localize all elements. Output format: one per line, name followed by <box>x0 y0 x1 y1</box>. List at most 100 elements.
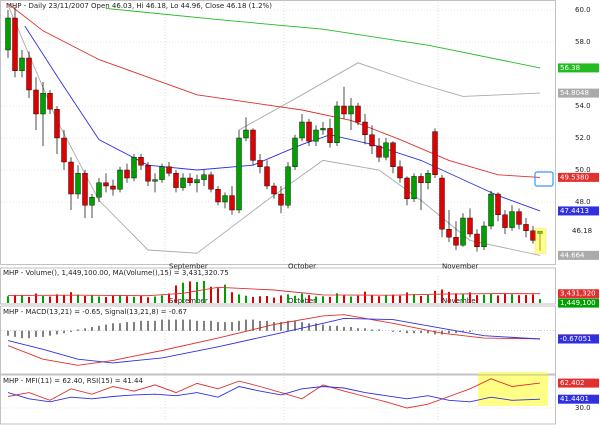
candle-body <box>230 196 235 210</box>
histogram-bar <box>85 328 86 330</box>
end-label: 3,431,320 <box>560 290 596 298</box>
volume-bar <box>497 295 499 303</box>
candle-body <box>398 167 403 178</box>
candle-body <box>384 143 389 157</box>
volume-bar <box>385 295 387 303</box>
histogram-bar <box>400 331 401 332</box>
candle-body <box>83 173 88 205</box>
histogram-bar <box>274 322 275 331</box>
candle-body <box>426 173 431 183</box>
candle-body <box>300 122 305 138</box>
candle-body <box>496 194 501 215</box>
volume-bar <box>294 296 296 303</box>
histogram-bar <box>449 331 450 333</box>
volume-bar <box>119 295 121 303</box>
candle-body <box>48 93 53 109</box>
volume-bar <box>49 297 51 303</box>
volume-bar <box>7 296 9 303</box>
volume-bar <box>504 294 506 303</box>
candle-body <box>279 194 284 205</box>
x-tick-label: September <box>169 297 208 305</box>
volume-bar <box>84 296 86 303</box>
highlight-box <box>478 372 548 406</box>
x-tick-label: November <box>442 297 479 305</box>
candle-body <box>440 178 445 229</box>
volume-bar <box>434 291 436 303</box>
volume-bar <box>322 296 324 303</box>
candle-body <box>468 218 473 234</box>
histogram-bar <box>29 331 30 338</box>
histogram-bar <box>176 320 177 331</box>
candle-body <box>489 194 494 226</box>
candle-body <box>503 215 508 228</box>
y-tick-label: 54.0 <box>575 102 591 110</box>
volume-bar <box>217 288 219 303</box>
candle-body <box>55 109 60 138</box>
macd-panel <box>1 306 556 374</box>
candle-body <box>223 196 228 202</box>
candle-body <box>482 226 487 247</box>
x-tick-label: November <box>442 263 479 271</box>
end-label: 41.4401 <box>560 395 589 403</box>
candle-body <box>139 157 144 165</box>
histogram-bar <box>309 323 310 330</box>
volume-bar <box>259 296 261 303</box>
y-tick-label: 58.0 <box>575 38 591 46</box>
candle-body <box>146 165 151 181</box>
candle-body <box>34 90 39 114</box>
end-label: 54.8048 <box>560 89 589 97</box>
volume-bar <box>147 297 149 303</box>
histogram-bar <box>393 331 394 332</box>
histogram-bar <box>106 325 107 331</box>
histogram-bar <box>330 326 331 331</box>
histogram-bar <box>141 321 142 331</box>
histogram-bar <box>379 329 380 330</box>
end-label: 1,449,100 <box>560 299 596 307</box>
histogram-bar <box>183 320 184 331</box>
volume-bar <box>168 294 170 303</box>
candle-body <box>125 170 130 178</box>
candle-body <box>286 167 291 205</box>
histogram-bar <box>232 322 233 331</box>
volume-bar <box>287 294 289 303</box>
volume-bar <box>63 295 65 303</box>
candle-body <box>307 122 312 141</box>
end-label: 47.4413 <box>560 207 589 215</box>
volume-bar <box>126 296 128 303</box>
candle-body <box>419 176 424 182</box>
volume-bar <box>427 295 429 303</box>
candle-body <box>76 173 81 194</box>
histogram-bar <box>92 327 93 331</box>
histogram-bar <box>169 320 170 331</box>
macd-title: MHP - MACD(13,21) = -0.65, Signal(13,21,… <box>3 308 187 316</box>
volume-bar <box>203 281 205 303</box>
histogram-bar <box>365 328 366 330</box>
candle-body <box>153 180 158 182</box>
volume-bar <box>378 296 380 303</box>
volume-bar <box>42 296 44 303</box>
volume-bar <box>343 295 345 303</box>
histogram-bar <box>428 331 429 333</box>
candle-body <box>62 138 67 162</box>
candle-body <box>370 135 375 146</box>
candle-body <box>237 138 242 210</box>
volume-bar <box>154 297 156 303</box>
volume-bar <box>252 297 254 303</box>
volume-bar <box>441 290 443 304</box>
end-label: 49.5380 <box>560 173 589 181</box>
candle-body <box>405 178 410 199</box>
candle-body <box>258 160 263 166</box>
volume-bar <box>266 296 268 303</box>
candle-body <box>209 175 214 189</box>
volume-bar <box>532 294 534 303</box>
volume-bar <box>308 295 310 303</box>
candle-body <box>328 128 333 142</box>
volume-bar <box>490 294 492 303</box>
volume-bar <box>525 295 527 303</box>
candle-body <box>20 58 25 71</box>
y-tick-label: 30.0 <box>575 404 591 412</box>
candle-body <box>412 176 417 198</box>
histogram-bar <box>162 320 163 331</box>
